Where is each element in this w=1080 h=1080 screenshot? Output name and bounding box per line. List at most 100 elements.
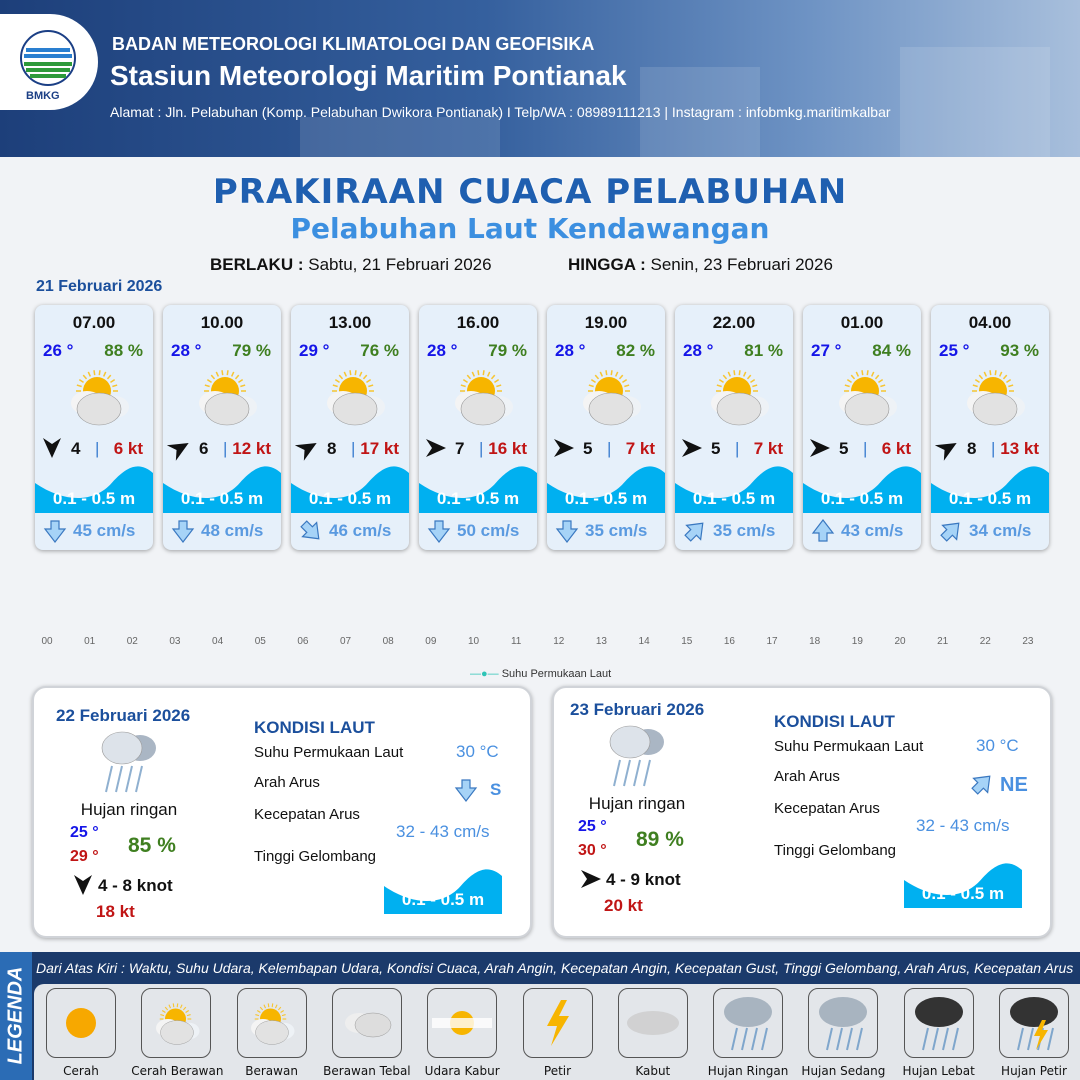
sst-label: Suhu Permukaan Laut — [254, 744, 404, 761]
light-rain-icon — [713, 988, 784, 1058]
x-tick-label: 09 — [425, 636, 437, 647]
x-tick-label: 01 — [84, 636, 96, 647]
wave-icon — [547, 463, 665, 518]
humidity: 88 % — [104, 341, 143, 360]
current-direction: NE — [1000, 774, 1028, 796]
wave-icon — [384, 866, 502, 919]
time: 19.00 — [584, 313, 628, 332]
wave-label: Tinggi Gelombang — [254, 848, 377, 865]
legend-section: LEGENDA Dari Atas Kiri : Waktu, Suhu Uda… — [0, 952, 1080, 1080]
wind-direction-arrow-icon — [553, 437, 575, 459]
current-direction-arrow-icon — [43, 519, 67, 543]
current-speed: 34 cm/s — [969, 521, 1032, 540]
wind-direction-arrow-icon — [41, 437, 63, 459]
wave-height: 0.1 - 0.5 m — [180, 489, 264, 508]
wind-speed: 5 — [711, 439, 721, 458]
wind-speed: 4 — [71, 439, 81, 458]
air-temp: 28 ° — [171, 341, 202, 360]
wave-icon — [675, 463, 793, 518]
current-speed-label: Kecepatan Arus — [254, 806, 360, 823]
air-temp: 28 ° — [427, 341, 458, 360]
current-direction-arrow-icon — [555, 519, 579, 543]
header-banner: BMKG BADAN METEOROLOGI KLIMATOLOGI DAN G… — [0, 0, 1080, 157]
current-speed: 32 - 43 cm/s — [396, 822, 490, 841]
sst-value: 30 °C — [456, 742, 499, 761]
legend-item-heavy-rain: Hujan Lebat — [894, 988, 984, 1078]
wind-direction-arrow-icon — [294, 437, 319, 461]
x-tick-label: 07 — [339, 636, 352, 647]
forecast-card: 19.00 28 ° 82 % 5 | 7 kt 0.1 - 0.5 m 35 … — [547, 305, 665, 550]
wave-icon — [35, 463, 153, 518]
wave-height: 0.1 - 0.5 m — [401, 890, 485, 909]
x-tick-label: 13 — [595, 636, 607, 647]
legend-item-sun-cloud: Cerah Berawan — [131, 988, 223, 1078]
current-speed: 32 - 43 cm/s — [916, 816, 1010, 835]
divider: | — [351, 439, 356, 458]
weather-desc: Hujan ringan — [80, 800, 178, 819]
humidity: 79 % — [232, 341, 271, 360]
current-direction-arrow-icon — [454, 778, 478, 807]
x-tick-label: 10 — [467, 636, 480, 647]
air-temp: 27 ° — [811, 341, 842, 360]
current-speed: 45 cm/s — [73, 521, 136, 540]
legend-item-clouds: Berawan Tebal — [322, 988, 412, 1078]
time: 10.00 — [200, 313, 244, 332]
x-tick-label: 16 — [723, 636, 735, 647]
time: 13.00 — [328, 313, 372, 332]
org-name: BADAN METEOROLOGI KLIMATOLOGI DAN GEOFIS… — [112, 34, 595, 54]
x-tick-label: 08 — [382, 636, 394, 647]
wave-height: 0.1 - 0.5 m — [308, 489, 392, 508]
x-tick-label: 18 — [809, 636, 821, 647]
air-temp: 28 ° — [683, 341, 714, 360]
sun-cloud-icon — [141, 988, 212, 1058]
divider: | — [991, 439, 996, 458]
divider: | — [479, 439, 484, 458]
forecast-card: 22.00 28 ° 81 % 5 | 7 kt 0.1 - 0.5 m 35 … — [675, 305, 793, 550]
temp-max: 30 ° — [578, 842, 607, 859]
air-temp: 25 ° — [939, 341, 970, 360]
wave-icon — [419, 463, 537, 518]
x-tick-label: 19 — [851, 636, 863, 647]
weather-cloudy-icon — [959, 367, 1029, 432]
wind-speed: 8 — [327, 439, 337, 458]
wave-icon — [803, 463, 921, 518]
forecast-card: 16.00 28 ° 79 % 7 | 16 kt 0.1 - 0.5 m 50… — [419, 305, 537, 550]
wave-height: 0.1 - 0.5 m — [692, 489, 776, 508]
current-dir-label: Arah Arus — [254, 774, 320, 791]
gust-speed: 13 kt — [1000, 439, 1039, 458]
humidity: 81 % — [744, 341, 783, 360]
divider: | — [223, 439, 228, 458]
light-rain-icon — [600, 720, 670, 795]
weather-cloudy-icon — [703, 367, 773, 432]
x-tick-label: 05 — [254, 636, 266, 647]
weather-cloudy-icon — [575, 367, 645, 432]
gust-speed: 16 kt — [488, 439, 527, 458]
forecast-card: 04.00 25 ° 93 % 8 | 13 kt 0.1 - 0.5 m 34… — [931, 305, 1049, 550]
wind-direction-arrow-icon — [166, 437, 191, 461]
x-tick-label: 21 — [937, 636, 949, 647]
weather-cloudy-icon — [831, 367, 901, 432]
address: Alamat : Jln. Pelabuhan (Komp. Pelabuhan… — [110, 104, 891, 120]
gust-speed: 17 kt — [360, 439, 399, 458]
wind-speed: 6 — [199, 439, 209, 458]
x-tick-label: 15 — [681, 636, 693, 647]
divider: | — [863, 439, 868, 458]
gust-speed: 12 kt — [232, 439, 271, 458]
forecast-card: 13.00 29 ° 76 % 8 | 17 kt 0.1 - 0.5 m 46… — [291, 305, 409, 550]
forecast-card: 10.00 28 ° 79 % 6 | 12 kt 0.1 - 0.5 m 48… — [163, 305, 281, 550]
x-tick-label: 11 — [510, 636, 522, 647]
date: 22 Februari 2026 — [56, 706, 191, 725]
x-tick-label: 06 — [297, 636, 309, 647]
humidity: 79 % — [488, 341, 527, 360]
sst-value: 30 °C — [976, 736, 1019, 755]
humidity: 85 % — [128, 834, 176, 857]
wave-icon — [291, 463, 409, 518]
wind-range: 4 - 8 knot — [98, 876, 173, 895]
air-temp: 29 ° — [299, 341, 330, 360]
current-direction-arrow-icon — [970, 772, 994, 801]
wind-speed: 5 — [839, 439, 849, 458]
haze-icon — [427, 988, 498, 1058]
x-tick-label: 03 — [169, 636, 181, 647]
day1-date: 21 Februari 2026 — [36, 278, 163, 295]
current-speed: 35 cm/s — [713, 521, 776, 540]
